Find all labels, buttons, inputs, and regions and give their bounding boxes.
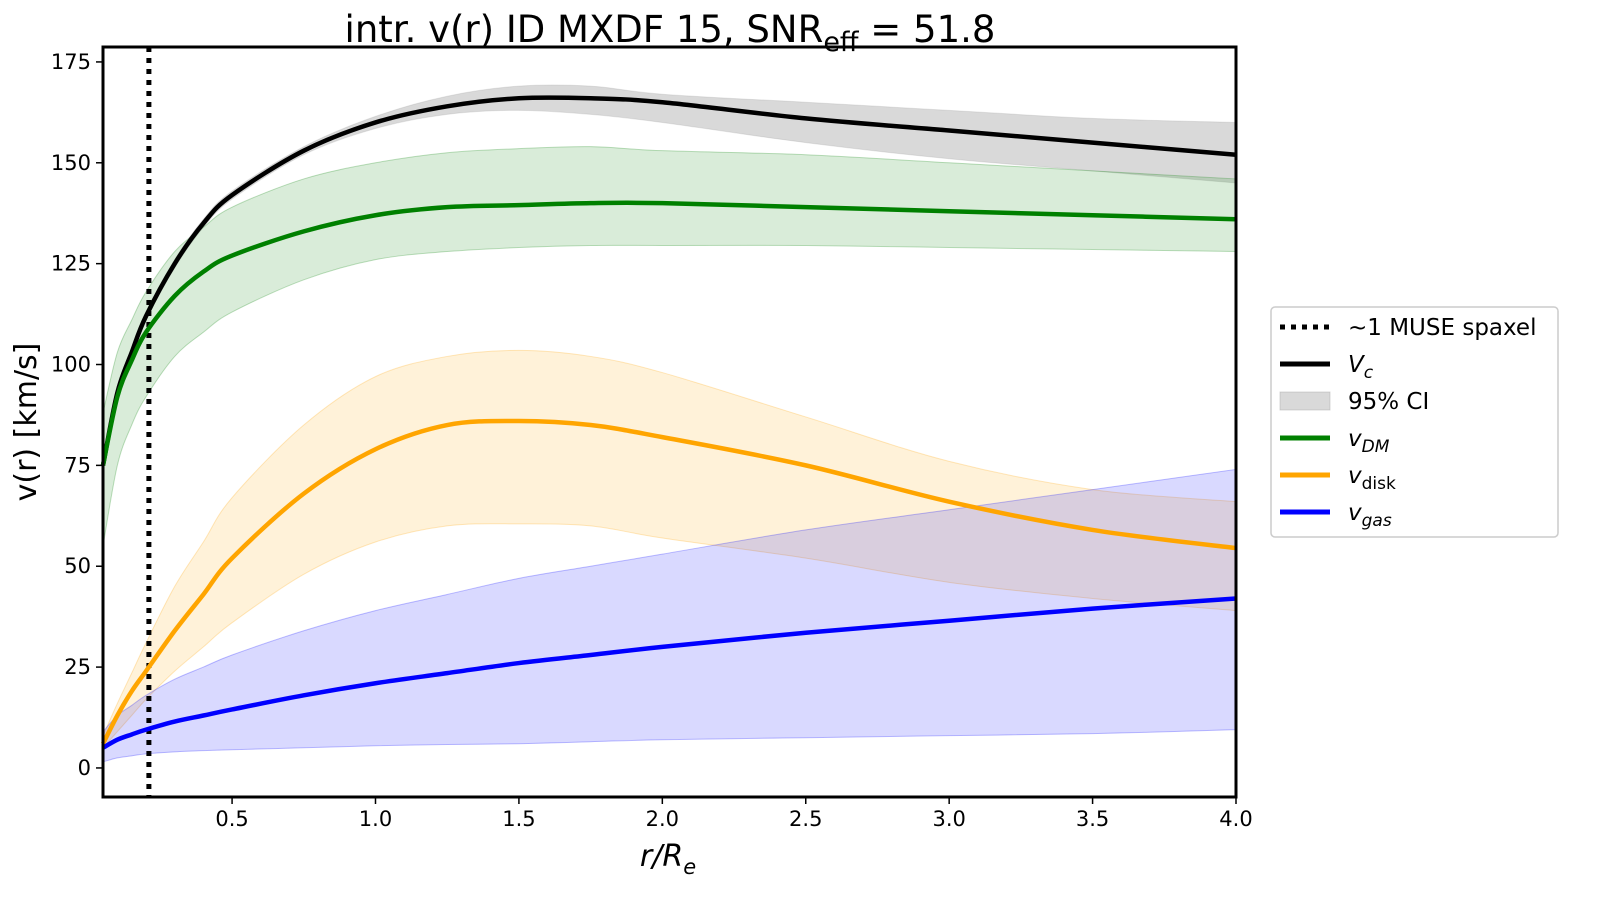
y-tick-label: 25 [64,655,91,679]
y-tick-label: 100 [51,353,91,377]
title-main: intr. v(r) ID MXDF 15, SNR [345,8,824,51]
x-tick-label: 4.0 [1219,807,1252,831]
x-tick-label: 3.5 [1076,807,1109,831]
title-suffix: = 51.8 [859,8,996,51]
y-tick-label: 0 [78,756,91,780]
x-tick-label: 2.0 [646,807,679,831]
legend-label-subscript: c [1364,363,1374,383]
y-tick-label: 150 [51,151,91,175]
x-tick-label: 3.0 [932,807,965,831]
y-axis-label: v(r) [km/s] [9,343,44,502]
legend-box [1270,306,1559,538]
chart-title: intr. v(r) ID MXDF 15, SNReff = 51.8 [345,8,996,58]
title-subscript: eff [823,27,860,58]
legend-label-subscript: disk [1362,474,1396,494]
x-axis-label: r/Re [640,839,696,879]
legend-label: vgas [1348,500,1392,531]
y-tick-label: 75 [64,453,91,477]
legend-label-main: v [1348,500,1362,526]
legend-label-subscript: gas [1362,511,1392,531]
y-tick-label: 50 [64,554,91,578]
y-tick-label: 175 [51,50,91,74]
x-tick-label: 2.5 [789,807,822,831]
legend-label: ~1 MUSE spaxel [1348,315,1536,341]
legend-label-main: V [1348,352,1366,378]
axes-frame [101,45,1238,799]
x-label-main: r/R [640,839,683,874]
x-label-subscript: e [683,855,696,879]
series-line [101,596,1237,750]
legend-label-main: v [1348,463,1362,489]
legend-label: vdisk [1348,463,1396,494]
y-tick-label: 125 [51,252,91,276]
series-line [100,95,1237,466]
series-line [100,200,1237,466]
legend-label: 95% CI [1348,389,1429,415]
x-tick-label: 0.5 [215,807,248,831]
plot-area [100,47,1237,797]
x-tick-label: 1.5 [502,807,535,831]
legend-label: Vc [1348,352,1374,383]
legend-label-main: v [1348,426,1362,452]
legend-swatch [1279,391,1331,411]
series-line [100,418,1237,745]
legend-label: vDM [1348,426,1390,457]
legend-label-subscript: DM [1362,437,1390,457]
x-tick-label: 1.0 [359,807,392,831]
